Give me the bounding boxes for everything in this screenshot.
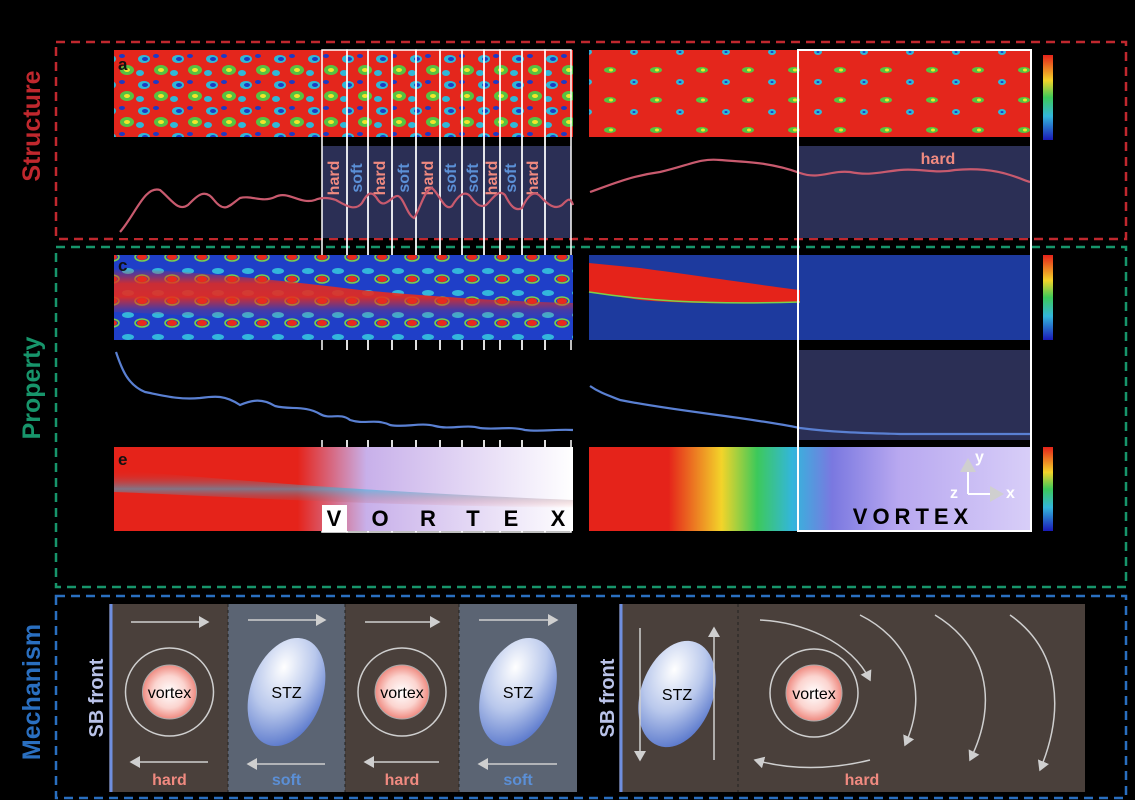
mechanism-cell-label: hard: [385, 772, 420, 789]
axis-x-label: x: [1006, 485, 1015, 502]
axis-y-label: y: [975, 449, 984, 466]
structure-map-right: [589, 50, 1031, 137]
vortex-label: vortex: [380, 685, 424, 702]
vortex-core: [374, 664, 430, 720]
property-section-label: Property: [18, 337, 46, 440]
zone-fill-structure: [440, 146, 462, 238]
vortex-letter: X: [551, 506, 566, 531]
zone-fill-structure: [522, 146, 545, 238]
structure-curve-right: [589, 158, 1031, 194]
structure-colorbar: [1043, 55, 1053, 140]
zone-fill-structure: [500, 146, 522, 238]
property-map-right-band: [589, 263, 800, 304]
property-colorbar: [1043, 255, 1053, 340]
panel-label-e: e: [118, 450, 127, 469]
mechanism-right-label: hard: [845, 772, 880, 789]
property-map-right-band-edge: [588, 291, 801, 304]
panel-label-c: c: [118, 256, 127, 275]
vortex-right-label: vortex: [792, 686, 836, 703]
zone-fill-structure: [392, 146, 416, 238]
structure-frame: [54, 40, 1128, 241]
zone-fill-structure: [368, 146, 392, 238]
vortex-word-right: VORTEX: [853, 504, 973, 529]
vortex-orbit: [124, 647, 215, 737]
mechanism-cell-label: soft: [503, 772, 533, 789]
zone-label-soft: soft: [349, 163, 366, 193]
zone-label-hard: hard: [525, 161, 542, 196]
zone-label-soft: soft: [503, 163, 520, 193]
structure-section-label: Structure: [18, 70, 46, 181]
structure-map-left: [114, 50, 573, 137]
zone-label-hard: hard: [372, 161, 389, 196]
vortex-label: vortex: [148, 685, 192, 702]
sb-front-label-left: SB front: [86, 658, 108, 737]
vortex-letter: O: [371, 506, 388, 531]
sb-front-label-right: SB front: [597, 658, 619, 737]
property-curve-left: [114, 351, 574, 432]
right-hard-zone-label: hard: [921, 151, 956, 168]
mechanism-left-cells: vortex hard STZ soft vortex hard STZ soft: [124, 614, 559, 789]
stz-label: STZ: [503, 685, 533, 702]
mechanism-cell-label: soft: [272, 772, 302, 789]
axis-z-label: z: [950, 485, 958, 502]
zone-fill-structure: [322, 146, 347, 238]
zone-fill-structure: [462, 146, 484, 238]
stz-ellipse: [479, 637, 557, 747]
property-map-left-band: [114, 268, 573, 321]
zone-fill-structure: [545, 146, 571, 238]
property-curve-right: [589, 385, 1030, 436]
zone-label-soft: soft: [443, 163, 460, 193]
vortex-right: vortex: [753, 614, 1056, 772]
zone-label-soft: soft: [465, 163, 482, 193]
axes-triad: y z x: [950, 449, 1015, 502]
vortex-letter-box: [322, 505, 347, 532]
displacement-colorbar: [1043, 447, 1053, 531]
vortex-letter: T: [466, 506, 480, 531]
zone-fill-structure: [484, 146, 500, 238]
vortex-letter: R: [420, 506, 436, 531]
panel-label-a: a: [118, 55, 128, 74]
zone-label-hard: hard: [484, 161, 501, 196]
zone-label-hard: hard: [420, 161, 437, 196]
mechanism-section-label: Mechanism: [18, 624, 46, 760]
zone-label-soft: soft: [396, 163, 413, 193]
right-zone-fill-property: [798, 350, 1031, 440]
zone-fill-structure: [347, 146, 368, 238]
displacement-map-left-band: [114, 470, 573, 508]
mechanism-frame: [54, 594, 1128, 800]
vortex-core: [142, 664, 197, 720]
stz-right: STZ: [634, 626, 720, 762]
mechanism-cell-label: hard: [152, 772, 187, 789]
displacement-map-right: [589, 447, 1031, 531]
stz-right-label: STZ: [662, 687, 692, 704]
vortex-orbit: [357, 647, 447, 737]
vortex-letter: V: [327, 506, 342, 531]
stz-label: STZ: [271, 685, 301, 702]
structure-curve-left: [119, 186, 575, 233]
stz-ellipse: [247, 637, 326, 747]
vortex-letter: E: [504, 506, 519, 531]
zone-label-hard: hard: [326, 161, 343, 196]
right-vortex-frame: [797, 49, 1032, 532]
right-hard-zone: [798, 146, 1031, 238]
property-curve-panel-left: [114, 350, 573, 440]
